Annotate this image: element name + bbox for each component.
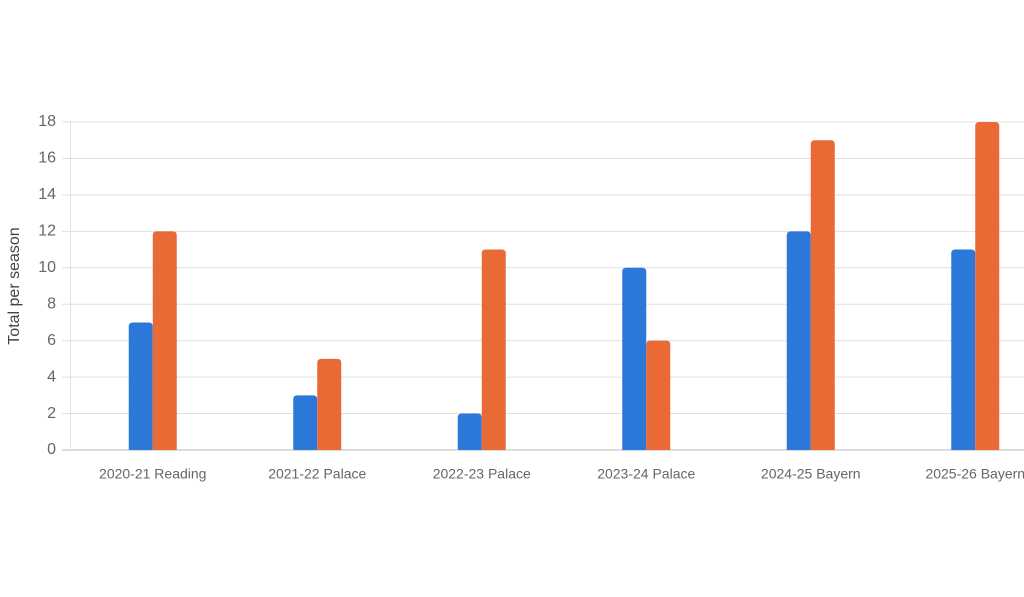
x-tick-label: 2024-25 Bayern [761, 466, 861, 482]
bar [128, 322, 153, 450]
y-tick-label: 16 [38, 150, 56, 167]
x-tick-label: 2023-24 Palace [597, 466, 695, 482]
y-tick-label: 4 [47, 368, 56, 385]
bar [975, 122, 1000, 450]
y-tick-label: 18 [38, 113, 56, 130]
y-tick-label: 0 [47, 441, 56, 458]
y-tick-label: 10 [38, 259, 56, 276]
bar [481, 249, 506, 450]
y-tick-label: 12 [38, 223, 56, 240]
bar [951, 249, 976, 450]
bar [786, 231, 811, 450]
x-tick-label: 2021-22 Palace [268, 466, 366, 482]
y-tick-label: 8 [47, 295, 56, 312]
bar [646, 340, 671, 450]
bar [152, 231, 177, 450]
x-tick-label: 2025-26 Bayern [925, 466, 1024, 482]
y-axis-label: Total per season [6, 227, 23, 344]
bar [810, 140, 835, 450]
bar [317, 358, 342, 450]
x-tick-label: 2020-21 Reading [99, 466, 206, 482]
y-tick-label: 2 [47, 405, 56, 422]
y-tick-label: 6 [47, 332, 56, 349]
bar [293, 395, 318, 450]
x-tick-label: 2022-23 Palace [433, 466, 531, 482]
y-tick-label: 14 [38, 186, 56, 203]
bar [457, 413, 482, 450]
bar [622, 267, 647, 450]
